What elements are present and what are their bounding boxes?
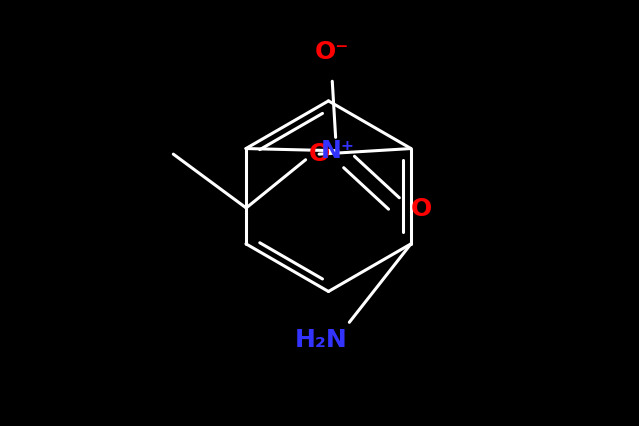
Text: H₂N: H₂N xyxy=(295,328,347,352)
Text: O: O xyxy=(411,197,432,221)
Text: O⁻: O⁻ xyxy=(315,40,350,64)
Text: O: O xyxy=(309,142,330,166)
Text: N⁺: N⁺ xyxy=(321,139,355,163)
